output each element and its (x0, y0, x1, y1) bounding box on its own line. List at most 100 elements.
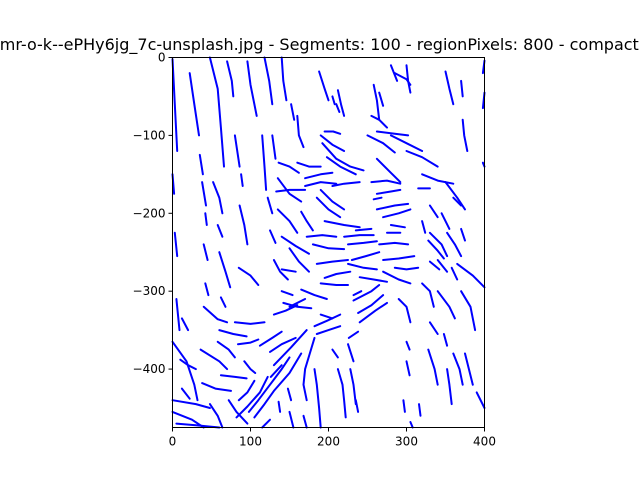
line-segment (300, 210, 314, 232)
line-segment (269, 364, 283, 378)
line-segment (288, 410, 295, 429)
line-segment (272, 329, 308, 367)
line-segment (319, 134, 346, 152)
line-segment (204, 282, 210, 297)
line-segment (202, 243, 209, 261)
line-segment (336, 368, 347, 419)
y-axis: 0 −100 −200 −300 −400 (133, 51, 173, 376)
line-segment (336, 89, 346, 117)
line-segment (421, 173, 455, 185)
line-segment (315, 259, 349, 265)
line-segment (296, 114, 305, 149)
line-segment (446, 231, 463, 258)
line-segment (218, 329, 248, 338)
line-segment (216, 340, 236, 359)
line-segment (450, 266, 459, 281)
line-segment (208, 56, 225, 168)
line-segment (286, 387, 293, 402)
line-segment (277, 400, 282, 413)
line-segment (347, 240, 378, 246)
line-segment (331, 95, 336, 106)
line-segment (389, 134, 424, 152)
line-segment (238, 204, 249, 246)
line-segment (382, 255, 416, 261)
line-segment (428, 204, 439, 219)
line-segment (201, 181, 207, 207)
line-segment (319, 188, 346, 211)
line-segment (188, 72, 200, 137)
line-segment (319, 313, 334, 320)
line-segment (460, 79, 464, 98)
line-segment (452, 196, 463, 207)
line-segment (202, 305, 229, 324)
line-segment (442, 333, 449, 347)
line-segment (352, 290, 363, 297)
line-segment (382, 208, 412, 219)
line-segment (272, 304, 299, 316)
chart-title: Image - mr-o-k--ePHy6jg_7c-unsplash.jpg … (0, 35, 640, 55)
line-segment (311, 243, 346, 251)
line-segment (304, 171, 334, 180)
x-tick-label: 0 (169, 435, 177, 449)
line-segment (405, 360, 411, 377)
line-segment (226, 60, 235, 98)
line-segment (393, 72, 412, 86)
line-segment (421, 220, 427, 234)
line-segment (302, 414, 308, 429)
line-segment (323, 270, 352, 279)
line-segment (290, 103, 296, 121)
line-segment (347, 262, 378, 271)
line-segment (237, 338, 260, 346)
line-segment (375, 188, 402, 195)
line-segment (460, 290, 477, 332)
line-segment (475, 391, 486, 409)
line-segment (199, 348, 229, 371)
line-segment (325, 156, 357, 176)
line-segment (444, 181, 466, 211)
line-segment (375, 130, 410, 137)
line-segment (428, 321, 439, 335)
y-tick-label: −200 (133, 206, 166, 220)
line-segment (323, 220, 361, 229)
line-segment (428, 260, 441, 271)
x-tick-label: 100 (239, 435, 262, 449)
line-segment (456, 262, 486, 289)
line-segment (372, 196, 383, 201)
x-tick-label: 300 (395, 435, 418, 449)
line-segment (253, 352, 303, 419)
line-segment (247, 356, 291, 413)
line-segment (370, 179, 402, 185)
line-segment (331, 348, 339, 359)
line-segment (405, 150, 439, 168)
line-segment (323, 130, 342, 135)
line-segment (258, 330, 283, 347)
line-segment (175, 298, 181, 332)
line-segment (331, 181, 361, 187)
line-segment (296, 161, 322, 168)
line-segment (366, 134, 396, 154)
line-segment (436, 259, 449, 273)
line-segment (201, 382, 232, 392)
line-segment (372, 83, 381, 121)
line-segment (204, 212, 208, 226)
y-tick-label: 0 (158, 51, 166, 65)
line-segment (378, 241, 410, 246)
line-segment (300, 288, 328, 300)
line-segment (354, 227, 373, 232)
line-segment (208, 403, 224, 429)
line-segment (269, 336, 297, 353)
line-segment (347, 343, 355, 363)
line-segment (277, 161, 300, 174)
line-segment (452, 352, 464, 386)
line-segment (227, 399, 249, 425)
line-segment (269, 229, 277, 244)
x-axis: 0 100 200 300 400 (169, 427, 496, 449)
line-segment (179, 358, 197, 371)
x-tick-label: 200 (317, 435, 340, 449)
line-segment (389, 224, 406, 229)
line-segment (460, 227, 466, 242)
line-segment (358, 301, 388, 324)
line-segment (173, 231, 179, 258)
line-segment (171, 58, 179, 152)
